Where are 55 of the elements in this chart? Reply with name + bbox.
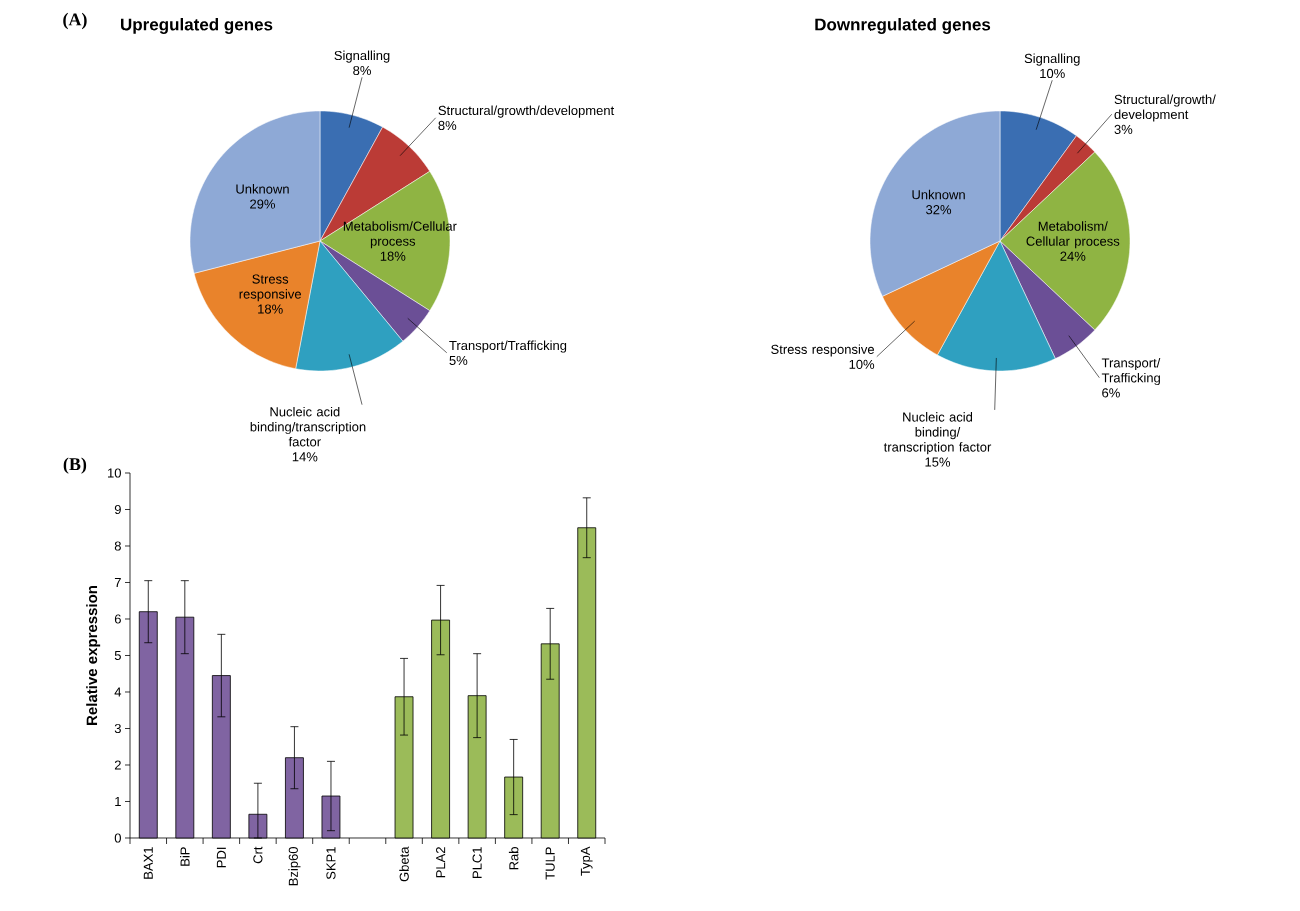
slice-label: Structural/growth/development: [438, 105, 615, 118]
slice-label: Transport/ Trafficking: [1101, 357, 1161, 386]
slice-label: Stress responsive: [239, 274, 302, 302]
data-label: 8%: [438, 120, 457, 131]
slice-label: Unknown: [236, 184, 289, 194]
x-tick-label: PLA2: [436, 847, 446, 878]
data-label: 10%: [849, 359, 875, 369]
data-label: 8%: [353, 65, 371, 76]
data-label: 5%: [449, 355, 468, 366]
slice-label: Unknown: [912, 189, 965, 200]
x-tick-label: Bzip60: [288, 847, 301, 886]
chart-title: Upregulated genes: [121, 18, 273, 34]
x-tick-label: BAX1: [143, 847, 153, 879]
slice-label: Structural/growth/ development: [1114, 94, 1216, 122]
y-tick-label: 0: [114, 833, 121, 843]
y-tick-label: 5: [114, 650, 121, 661]
data-label: 10%: [1040, 68, 1065, 79]
slice-label: Transport/Trafficking: [449, 340, 567, 353]
y-tick-label: 4: [114, 687, 122, 697]
data-label: 29%: [250, 199, 276, 209]
chart-title: Downregulated genes: [815, 18, 991, 34]
data-label: 18%: [258, 304, 283, 314]
data-label: 14%: [292, 452, 318, 462]
x-tick-label: PDI: [216, 847, 226, 868]
y-tick-label: 7: [114, 578, 121, 587]
slice-label: Stress responsive: [771, 344, 875, 357]
data-label: 18%: [380, 251, 406, 261]
y-tick-label: 8: [114, 541, 121, 551]
data-label: 6%: [1102, 388, 1120, 398]
data-label: 24%: [1060, 251, 1086, 261]
y-tick-label: 9: [114, 504, 121, 515]
x-tick-label: PLC1: [472, 847, 482, 878]
x-tick-label: Gbeta: [399, 846, 409, 882]
slice-label: Nucleic acid binding/transcription factor: [250, 406, 366, 447]
data-label: 32%: [926, 205, 952, 215]
y-tick-label: 1: [115, 797, 121, 806]
y-axis-title: Relative expression: [86, 586, 101, 725]
x-tick-label: BiP: [180, 847, 190, 866]
x-tick-label: TypA: [580, 846, 593, 876]
text: (A): [63, 12, 87, 30]
x-tick-label: Rab: [508, 847, 519, 870]
slice-label: Metabolism/ Cellular process: [1026, 221, 1120, 249]
y-tick-label: 6: [114, 614, 121, 624]
x-tick-label: SKP1: [326, 847, 336, 880]
text: (B): [63, 457, 87, 474]
data-label: 15%: [925, 457, 951, 467]
slice-label: Nucleic acid binding/ transcription factor: [883, 412, 992, 455]
data-label: 3%: [1114, 124, 1133, 134]
y-tick-label: 10: [108, 468, 121, 478]
y-tick-label: 3: [114, 723, 121, 734]
slice-label: Signalling: [334, 50, 390, 63]
x-tick-label: TULP: [545, 847, 555, 880]
slice-label: Signalling: [1024, 53, 1080, 66]
y-tick-label: 2: [114, 760, 121, 770]
x-tick-label: Crt: [253, 846, 263, 864]
